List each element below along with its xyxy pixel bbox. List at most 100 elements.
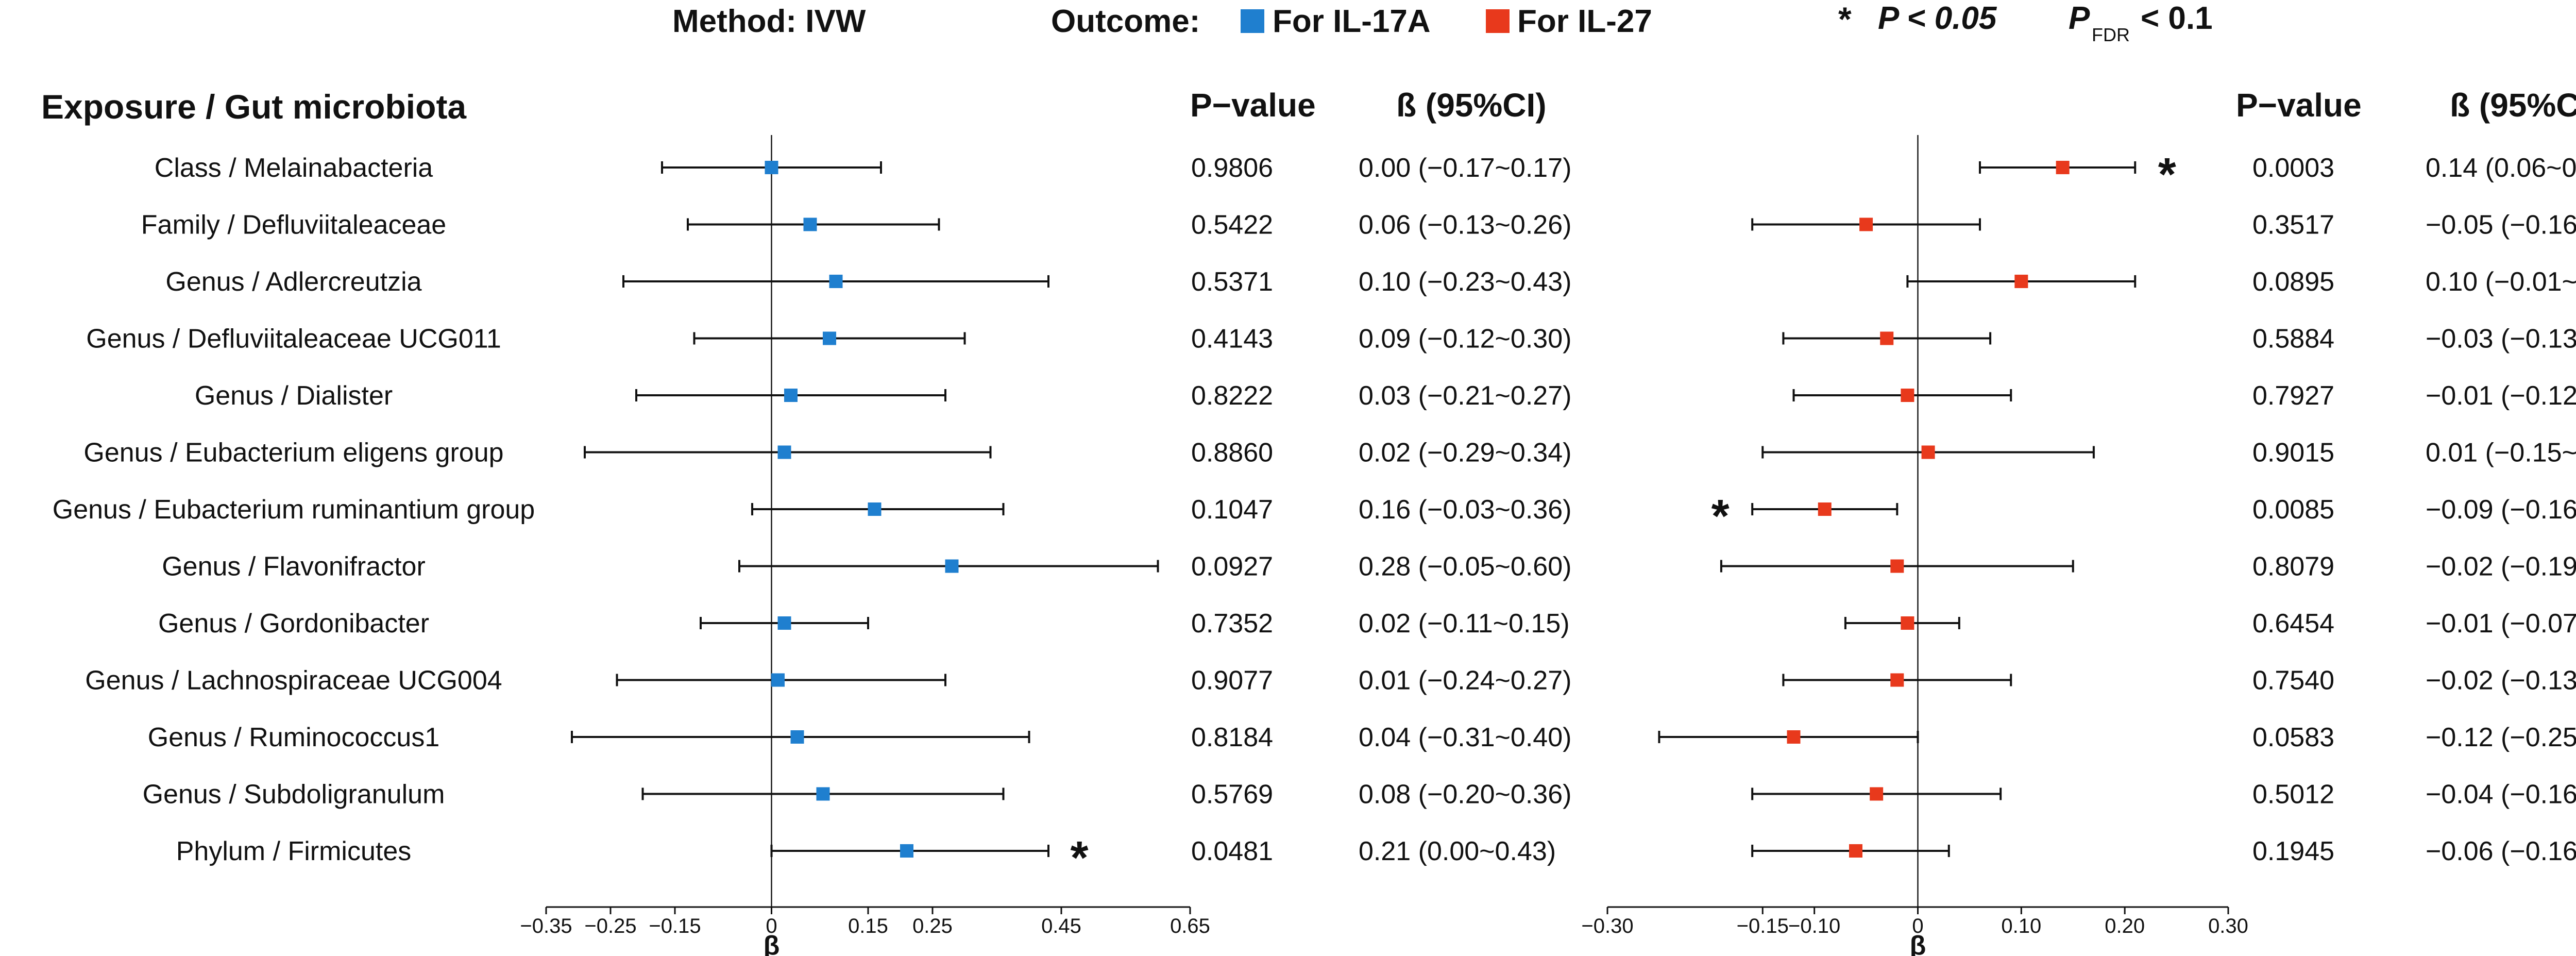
- il17a-beta-ci-cell: 0.09 (−0.12~0.30): [1359, 324, 1571, 354]
- exposure-label: Genus / Ruminococcus1: [148, 723, 440, 752]
- il27-beta-ci-cell: 0.10 (−0.01~0.21): [2426, 267, 2576, 297]
- exposure-label: Genus / Flavonifractor: [162, 552, 426, 582]
- il27-beta-ci-cell: −0.01 (−0.07~0.04): [2426, 609, 2576, 639]
- il27-beta-ci-cell: −0.12 (−0.25~0.00): [2426, 723, 2576, 752]
- il27-beta-ci-cell: −0.02 (−0.13~0.09): [2426, 666, 2576, 696]
- il17a-x-tick-label: −0.35: [520, 915, 572, 937]
- figure-header: Method: IVW Outcome: For IL-17A For IL-2…: [672, 0, 2213, 45]
- il17a-x-tick-label: 0.45: [1041, 915, 1081, 937]
- il27-point-estimate: [1921, 445, 1935, 459]
- il17a-beta-ci-cell: 0.06 (−0.13~0.26): [1359, 210, 1571, 240]
- il17a-x-tick-label: 0: [766, 915, 777, 937]
- il17a-point-estimate: [765, 161, 778, 174]
- il17a-beta-ci-cell: 0.02 (−0.11~0.15): [1359, 609, 1570, 639]
- pvalue-header-right: P−value: [2236, 87, 2362, 124]
- exposure-label: Genus / Lachnospiraceae UCG004: [85, 666, 502, 696]
- il17a-pvalue-cell: 0.4143: [1191, 324, 1273, 354]
- exposure-label: Class / Melainabacteria: [155, 153, 433, 183]
- exposure-label: Genus / Adlercreutzia: [165, 267, 421, 297]
- il17a-beta-ci-cell: 0.10 (−0.23~0.43): [1359, 267, 1571, 297]
- il27-x-tick-label: 0.10: [2001, 915, 2041, 937]
- il17a-x-tick-label: −0.25: [584, 915, 636, 937]
- il17a-pvalue-cell: 0.1047: [1191, 495, 1273, 525]
- il27-pvalue-cell: 0.5884: [2252, 324, 2334, 354]
- il27-point-estimate: [1787, 730, 1801, 744]
- il17a-pvalue-cell: 0.8860: [1191, 438, 1273, 468]
- il17a-point-estimate: [945, 559, 959, 573]
- il27-beta-ci-cell: −0.06 (−0.16~0.03): [2426, 836, 2576, 866]
- il17a-pvalue-cell: 0.7352: [1191, 609, 1273, 639]
- il27-x-tick-label: −0.15: [1737, 915, 1789, 937]
- il27-pvalue-cell: 0.7927: [2252, 381, 2334, 411]
- il17a-pvalue-cell: 0.9077: [1191, 666, 1273, 696]
- il17a-pvalue-cell: 0.0927: [1191, 552, 1273, 582]
- il27-pvalue-cell: 0.7540: [2252, 666, 2334, 696]
- il27-pvalue-cell: 0.8079: [2252, 552, 2334, 582]
- il27-pvalue-cell: 0.5012: [2252, 780, 2334, 810]
- legend-swatch-il27: [1486, 9, 1510, 33]
- exposure-label: Phylum / Firmicutes: [176, 836, 412, 866]
- il17a-point-estimate: [784, 389, 798, 402]
- il27-pvalue-cell: 0.0583: [2252, 723, 2334, 752]
- legend-swatch-il17a: [1241, 9, 1264, 33]
- significance-star: *: [1838, 0, 1852, 38]
- il27-beta-ci-cell: −0.04 (−0.16~0.08): [2426, 780, 2576, 810]
- il17a-beta-ci-cell: 0.21 (0.00~0.43): [1359, 836, 1556, 866]
- il17a-beta-ci-cell: 0.00 (−0.17~0.17): [1359, 153, 1571, 183]
- forest-panel-il27: −0.30 −0.15 −0.10 0 0.10 0.20 0.30 β * 0.0003 0.14…: [1581, 135, 2576, 956]
- il27-pvalue-cell: 0.9015: [2252, 438, 2334, 468]
- il27-point-estimate: [2056, 161, 2070, 174]
- il27-point-estimate: [1890, 559, 1904, 573]
- il27-point-estimate: [1901, 616, 1914, 630]
- il27-point-estimate: [1818, 502, 1832, 516]
- il27-point-estimate: [1880, 331, 1894, 345]
- exposure-column-header: Exposure / Gut microbiota: [41, 88, 467, 126]
- il27-point-estimate: [1901, 389, 1914, 402]
- pvalue-header-left: P−value: [1190, 87, 1316, 124]
- exposure-label: Family / Defluviitaleaceae: [141, 210, 446, 240]
- forest-panel-il17a: −0.35 −0.25 −0.15 0 0.15 0.25 0.45 0.65 β Class /…: [53, 135, 1571, 956]
- il17a-pvalue-cell: 0.0481: [1191, 836, 1273, 866]
- il27-pvalue-cell: 0.6454: [2252, 609, 2334, 639]
- il17a-x-tick-label: 0.65: [1170, 915, 1210, 937]
- il17a-beta-ci-cell: 0.16 (−0.03~0.36): [1359, 495, 1571, 525]
- il17a-pvalue-cell: 0.5769: [1191, 780, 1273, 810]
- exposure-label: Genus / Eubacterium eligens group: [83, 438, 503, 468]
- column-headers: Exposure / Gut microbiota P−value ß (95%…: [41, 87, 2576, 126]
- il27-beta-ci-cell: −0.02 (−0.19~0.15): [2426, 552, 2576, 582]
- il17a-point-estimate: [777, 445, 791, 459]
- il27-x-tick-label: 0: [1912, 915, 1923, 937]
- exposure-label: Genus / Defluviitaleaceae UCG011: [86, 324, 501, 354]
- il27-pvalue-cell: 0.0895: [2252, 267, 2334, 297]
- fdr-p-label: P: [2069, 1, 2090, 36]
- il27-x-tick-label: −0.30: [1581, 915, 1633, 937]
- il27-point-estimate: [2014, 275, 2028, 288]
- fdr-threshold: < 0.1: [2141, 1, 2213, 36]
- il27-point-estimate: [1849, 844, 1862, 858]
- il27-x-tick-label: 0.20: [2105, 915, 2145, 937]
- exposure-label: Genus / Dialister: [195, 381, 393, 411]
- il27-beta-ci-cell: −0.05 (−0.16~0.06): [2426, 210, 2576, 240]
- il27-x-axis-label: β: [1910, 931, 1926, 956]
- il17a-beta-ci-cell: 0.04 (−0.31~0.40): [1359, 723, 1571, 752]
- il17a-beta-ci-cell: 0.08 (−0.20~0.36): [1359, 780, 1571, 810]
- il27-beta-ci-cell: −0.03 (−0.13~0.07): [2426, 324, 2576, 354]
- il27-point-estimate: [1859, 217, 1873, 231]
- il17a-beta-ci-cell: 0.03 (−0.21~0.27): [1359, 381, 1571, 411]
- il27-significance-star: *: [2158, 149, 2176, 200]
- legend-label-il27: For IL-27: [1517, 4, 1652, 39]
- il17a-point-estimate: [790, 730, 804, 744]
- il17a-pvalue-cell: 0.5371: [1191, 267, 1273, 297]
- il27-pvalue-cell: 0.0085: [2252, 495, 2334, 525]
- il17a-pvalue-cell: 0.8222: [1191, 381, 1273, 411]
- il27-beta-ci-cell: −0.01 (−0.12~0.09): [2426, 381, 2576, 411]
- il17a-significance-star: *: [1070, 832, 1088, 884]
- il27-beta-ci-cell: 0.14 (0.06~0.21): [2426, 153, 2576, 183]
- il17a-pvalue-cell: 0.8184: [1191, 723, 1273, 752]
- il17a-point-estimate: [803, 217, 817, 231]
- il17a-x-axis-label: β: [764, 931, 780, 956]
- il17a-pvalue-cell: 0.9806: [1191, 153, 1273, 183]
- il27-pvalue-cell: 0.1945: [2252, 836, 2334, 866]
- il17a-point-estimate: [816, 787, 830, 801]
